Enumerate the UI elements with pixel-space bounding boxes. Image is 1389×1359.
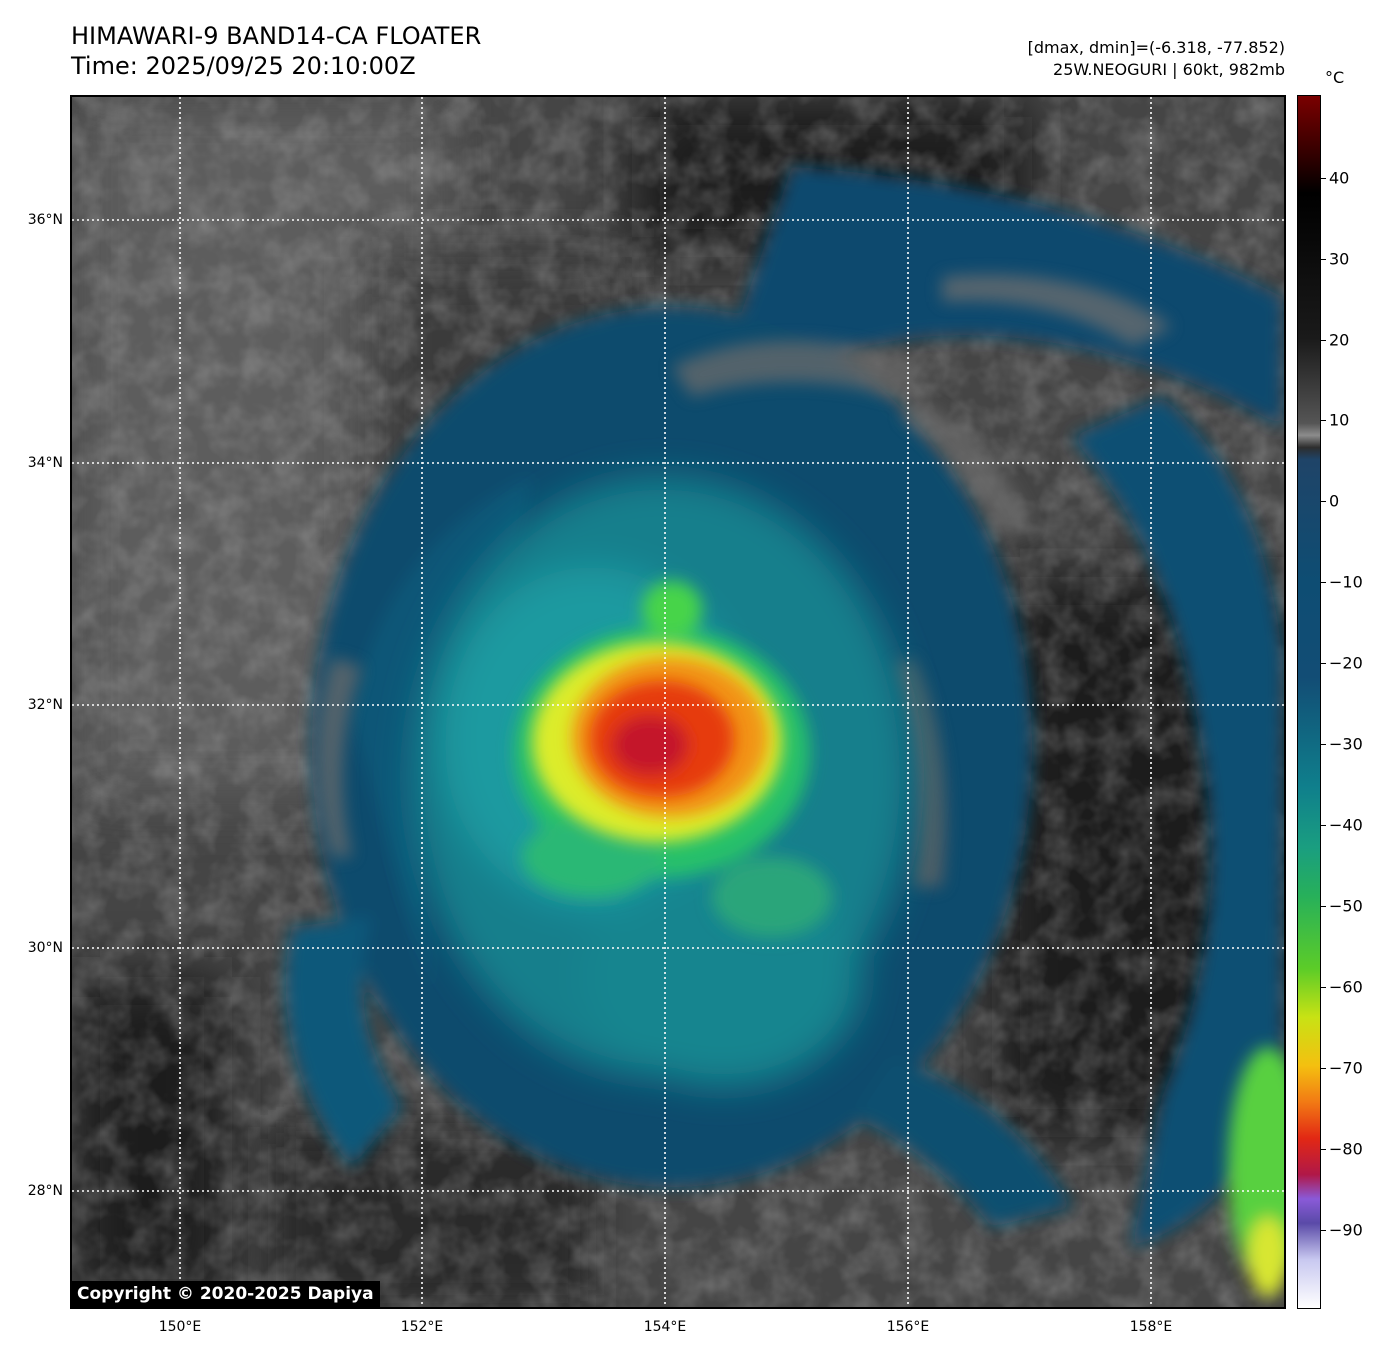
colorbar-tick-mark xyxy=(1321,663,1326,664)
observation-time: Time: 2025/09/25 20:10:00Z xyxy=(71,52,416,80)
colorbar-tick-label: 10 xyxy=(1329,410,1350,430)
latitude-label: 28°N xyxy=(27,1183,63,1199)
colorbar-tick-mark xyxy=(1321,987,1326,988)
colorbar-tick-label: 30 xyxy=(1329,249,1350,269)
colorbar-tick-label: −80 xyxy=(1329,1139,1363,1159)
colorbar-tick-mark xyxy=(1321,501,1326,502)
copyright-badge: Copyright © 2020-2025 Dapiya xyxy=(71,1281,380,1308)
colorbar-tick-label: 40 xyxy=(1329,168,1350,188)
colorbar-tick-label: −10 xyxy=(1329,572,1363,592)
storm-info: 25W.NEOGURI | 60kt, 982mb xyxy=(1053,60,1285,79)
latitude-label: 32°N xyxy=(27,697,63,713)
longitude-label: 150°E xyxy=(158,1319,202,1335)
colorbar-tick-label: 0 xyxy=(1329,491,1340,511)
longitude-label: 154°E xyxy=(643,1319,687,1335)
longitude-label: 152°E xyxy=(400,1319,444,1335)
latitude-label: 34°N xyxy=(27,455,63,471)
colorbar-unit: °C xyxy=(1325,68,1345,87)
colorbar-tick-mark xyxy=(1321,259,1326,260)
latitude-label: 30°N xyxy=(27,940,63,956)
colorbar-tick-label: −60 xyxy=(1329,977,1363,997)
colorbar-tick-mark xyxy=(1321,1230,1326,1231)
colorbar-tick-mark xyxy=(1321,340,1326,341)
colorbar-tick-mark xyxy=(1321,1068,1326,1069)
colorbar-tick-label: −30 xyxy=(1329,734,1363,754)
ir-imagery xyxy=(72,97,1284,1307)
colorbar-tick-label: 20 xyxy=(1329,330,1350,350)
temperature-range: [dmax, dmin]=(-6.318, -77.852) xyxy=(1027,38,1285,57)
colorbar-tick-mark xyxy=(1321,178,1326,179)
satellite-image-map xyxy=(70,95,1286,1309)
colorbar-tick-label: −50 xyxy=(1329,896,1363,916)
colorbar-tick-mark xyxy=(1321,582,1326,583)
colorbar-tick-mark xyxy=(1321,744,1326,745)
colorbar-tick-label: −40 xyxy=(1329,815,1363,835)
colorbar-tick-mark xyxy=(1321,825,1326,826)
longitude-label: 156°E xyxy=(886,1319,930,1335)
temperature-colorbar xyxy=(1297,95,1321,1309)
longitude-label: 158°E xyxy=(1129,1319,1173,1335)
colorbar-tick-label: −20 xyxy=(1329,653,1363,673)
colorbar-tick-mark xyxy=(1321,420,1326,421)
latitude-label: 36°N xyxy=(27,212,63,228)
colorbar-tick-label: −70 xyxy=(1329,1058,1363,1078)
product-title: HIMAWARI-9 BAND14-CA FLOATER xyxy=(71,22,482,50)
colorbar-tick-mark xyxy=(1321,1149,1326,1150)
colorbar-tick-mark xyxy=(1321,906,1326,907)
colorbar-tick-label: −90 xyxy=(1329,1220,1363,1240)
lat-lon-gridlines xyxy=(72,97,1284,1307)
